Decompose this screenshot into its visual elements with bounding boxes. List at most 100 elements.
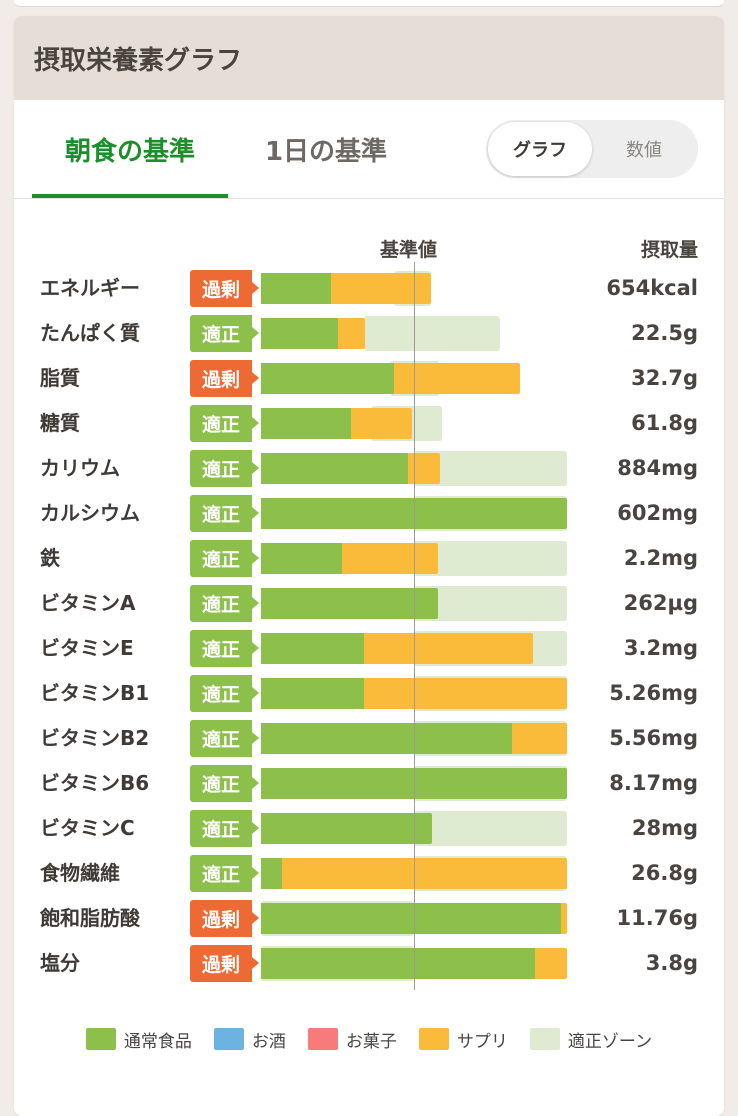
status-badge: 過剰: [190, 900, 259, 937]
nutrient-row: 糖質 適正 61.8g: [0, 401, 738, 446]
optimal-zone: [414, 541, 567, 576]
status-badge: 適正: [190, 405, 259, 442]
nutrient-name: たんぱく質: [40, 321, 140, 345]
nutrient-row: ビタミンB1 適正 5.26mg: [0, 671, 738, 716]
status-badge: 過剰: [190, 360, 259, 397]
nutrient-row: エネルギー 過剰 654kcal: [0, 266, 738, 311]
status-badge: 適正: [190, 765, 259, 802]
bar-segment-supplement: [407, 453, 440, 484]
bar-segment-supplement: [331, 273, 431, 304]
view-toggle: グラフ 数値: [486, 120, 698, 178]
status-badge: 適正: [190, 450, 259, 487]
intake-bar: [261, 408, 413, 439]
nutrient-name: 糖質: [40, 411, 80, 435]
optimal-zone: [414, 811, 567, 846]
intake-value: 11.76g: [616, 906, 698, 930]
bar-segment-food: [261, 588, 439, 619]
intake-bar: [261, 363, 520, 394]
toggle-number-button[interactable]: 数値: [626, 140, 662, 161]
bar-segment-food: [261, 948, 535, 979]
bar-segment-food: [261, 678, 364, 709]
status-badge: 適正: [190, 630, 259, 667]
legend-swatch-zone: [529, 1028, 560, 1050]
intake-value: 28mg: [631, 816, 698, 840]
nutrient-name: 鉄: [40, 546, 60, 570]
nutrient-name: 飽和脂肪酸: [40, 906, 140, 930]
bar-segment-supplement: [394, 363, 520, 394]
bar-segment-supplement: [337, 318, 366, 349]
bar-segment-supplement: [351, 408, 413, 439]
intake-value: 884mg: [617, 456, 698, 480]
intake-bar: [261, 723, 567, 754]
nutrient-row: カルシウム 適正 602mg: [0, 491, 738, 536]
nutrient-row: ビタミンC 適正 28mg: [0, 806, 738, 851]
legend-label-snacks: お菓子: [345, 1031, 397, 1052]
toggle-graph-button[interactable]: グラフ: [488, 122, 592, 176]
optimal-zone: [363, 316, 500, 351]
reference-line: [414, 262, 415, 990]
legend: 通常食品 お酒 お菓子 サプリ 適正ゾーン: [0, 1024, 738, 1054]
status-badge: 適正: [190, 855, 259, 892]
intake-bar: [261, 543, 439, 574]
nutrient-row: ビタミンA 適正 262µg: [0, 581, 738, 626]
legend-item-alcohol: お酒: [213, 1027, 286, 1052]
status-badge: 適正: [190, 585, 259, 622]
intake-bar: [261, 858, 567, 889]
bar-segment-supplement: [511, 723, 567, 754]
intake-value: 3.2mg: [623, 636, 698, 660]
legend-swatch-alcohol: [213, 1028, 244, 1050]
nutrient-row: 食物繊維 適正 26.8g: [0, 851, 738, 896]
status-badge: 適正: [190, 720, 259, 757]
nutrient-name: エネルギー: [40, 276, 140, 300]
bar-segment-food: [261, 858, 283, 889]
legend-label-food: 通常食品: [123, 1031, 192, 1052]
nutrient-name: カルシウム: [40, 501, 140, 525]
intake-value: 602mg: [617, 501, 698, 525]
optimal-zone: [414, 586, 567, 621]
intake-value: 262µg: [623, 591, 698, 615]
bar-segment-food: [261, 318, 338, 349]
status-badge: 適正: [190, 810, 259, 847]
nutrient-row: ビタミンB2 適正 5.56mg: [0, 716, 738, 761]
nutrient-row: 脂質 過剰 32.7g: [0, 356, 738, 401]
legend-label-supplement: サプリ: [456, 1031, 508, 1052]
legend-item-zone: 適正ゾーン: [529, 1027, 652, 1052]
legend-item-food: 通常食品: [85, 1027, 192, 1052]
intake-value: 5.26mg: [609, 681, 698, 705]
nutrient-row: 塩分 過剰 3.8g: [0, 941, 738, 986]
intake-value: 3.8g: [645, 951, 698, 975]
nutrient-row: 飽和脂肪酸 過剰 11.76g: [0, 896, 738, 941]
intake-value: 32.7g: [631, 366, 698, 390]
nutrient-name: ビタミンB2: [40, 726, 150, 750]
bar-segment-supplement: [534, 948, 567, 979]
tabs-row: 朝食の基準 1日の基準 グラフ 数値: [14, 100, 724, 199]
intake-bar: [261, 453, 440, 484]
bar-segment-supplement: [560, 903, 567, 934]
bar-segment-food: [261, 633, 364, 664]
bar-segment-supplement: [282, 858, 567, 889]
tab-breakfast-standard[interactable]: 朝食の基準: [32, 100, 228, 198]
intake-value: 61.8g: [631, 411, 698, 435]
intake-bar: [261, 948, 567, 979]
intake-value: 26.8g: [631, 861, 698, 885]
legend-item-snacks: お菓子: [307, 1027, 397, 1052]
intake-value: 22.5g: [631, 321, 698, 345]
intake-column-header: 摂取量: [640, 239, 698, 261]
nutrient-name: ビタミンC: [40, 816, 135, 840]
intake-value: 654kcal: [606, 276, 698, 300]
nutrient-name: ビタミンB6: [40, 771, 150, 795]
nutrient-row: 鉄 適正 2.2mg: [0, 536, 738, 581]
nutrient-name: ビタミンE: [40, 636, 134, 660]
nutrient-row: カリウム 適正 884mg: [0, 446, 738, 491]
card-title: 摂取栄養素グラフ: [34, 45, 243, 76]
status-badge: 過剰: [190, 945, 259, 982]
tab-daily-standard[interactable]: 1日の基準: [264, 136, 388, 167]
intake-value: 8.17mg: [609, 771, 698, 795]
nutrient-row: たんぱく質 適正 22.5g: [0, 311, 738, 356]
intake-bar: [261, 678, 567, 709]
bar-segment-supplement: [363, 633, 534, 664]
legend-label-alcohol: お酒: [251, 1031, 286, 1052]
intake-bar: [261, 903, 567, 934]
intake-bar: [261, 813, 433, 844]
nutrient-name: ビタミンA: [40, 591, 136, 615]
